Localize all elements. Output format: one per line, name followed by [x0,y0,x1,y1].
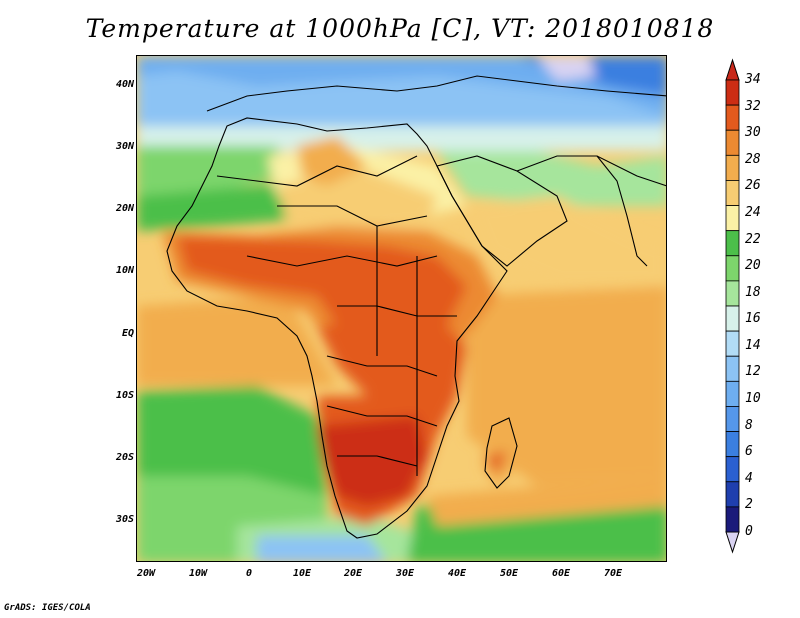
colorbar-label: 28 [745,151,761,167]
colorbar-swatch [725,129,740,156]
lon-label-10w: 10W [188,568,208,579]
colorbar-swatch [725,230,740,257]
lon-label-40e: 40E [447,568,467,579]
colorbar-label: 24 [745,204,761,220]
temperature-map [136,55,667,562]
lat-label-40n: 40N [115,79,134,90]
colorbar-swatch [725,154,740,181]
lat-label-30s: 30S [115,514,134,525]
colorbar-over-triangle [725,58,740,81]
colorbar-swatch [725,431,740,458]
colorbar-swatch [725,330,740,357]
lat-label-10s: 10S [115,390,134,401]
colorbar-label: 14 [745,337,761,353]
temperature-field [137,56,666,561]
colorbar-swatch [725,205,740,232]
colorbar-label: 0 [745,524,753,539]
colorbar-swatch [725,406,740,432]
colorbar-swatch [725,506,740,533]
colorbar-label: 16 [745,311,761,327]
footer-credit: GrADS: IGES/COLA [4,603,91,613]
colorbar-swatch [725,104,740,131]
colorbar-label: 18 [745,284,761,300]
lon-label-20e: 20E [343,568,363,579]
colorbar-label: 20 [745,258,761,274]
colorbar-swatch [725,280,740,307]
coastlines [166,75,666,539]
colorbar-label: 22 [745,231,761,247]
colorbar-swatch [725,380,740,407]
lat-label-eq: EQ [121,328,134,339]
temperature-shading [137,56,666,561]
colorbar-label: 32 [745,98,761,114]
lon-label-50e: 50E [499,568,519,579]
colorbar-swatch [725,355,740,382]
colorbar-under-triangle [725,531,740,554]
colorbar-label: 8 [745,417,753,433]
colorbar-swatch [725,180,740,206]
lon-label-30e: 30E [395,568,415,579]
colorbar-swatch [725,456,740,483]
colorbar-swatch [725,481,740,508]
lon-label-0: 0 [245,568,253,579]
lon-label-20w: 20W [136,568,156,579]
lat-label-20n: 20N [115,203,134,214]
colorbar-label: 6 [745,444,753,460]
colorbar-label: 26 [745,178,761,194]
colorbar-label: 12 [745,364,761,380]
colorbar-label: 2 [745,497,753,513]
colorbar-label: 10 [745,391,761,407]
lon-label-60e: 60E [551,568,571,579]
lon-label-10e: 10E [292,568,312,579]
colorbar-label: 34 [745,72,761,87]
lon-label-70e: 70E [603,568,623,579]
lat-label-30n: 30N [115,141,134,152]
colorbar-label: 30 [745,125,761,141]
colorbar-swatch [725,305,740,332]
lat-label-10n: 10N [115,265,134,276]
colorbar-swatch [725,255,740,282]
map-title: Temperature at 1000hPa [C], VT: 20180108… [85,14,715,43]
colorbar-label: 4 [745,470,753,486]
colorbar-swatch [725,79,740,106]
lat-label-20s: 20S [115,452,134,463]
